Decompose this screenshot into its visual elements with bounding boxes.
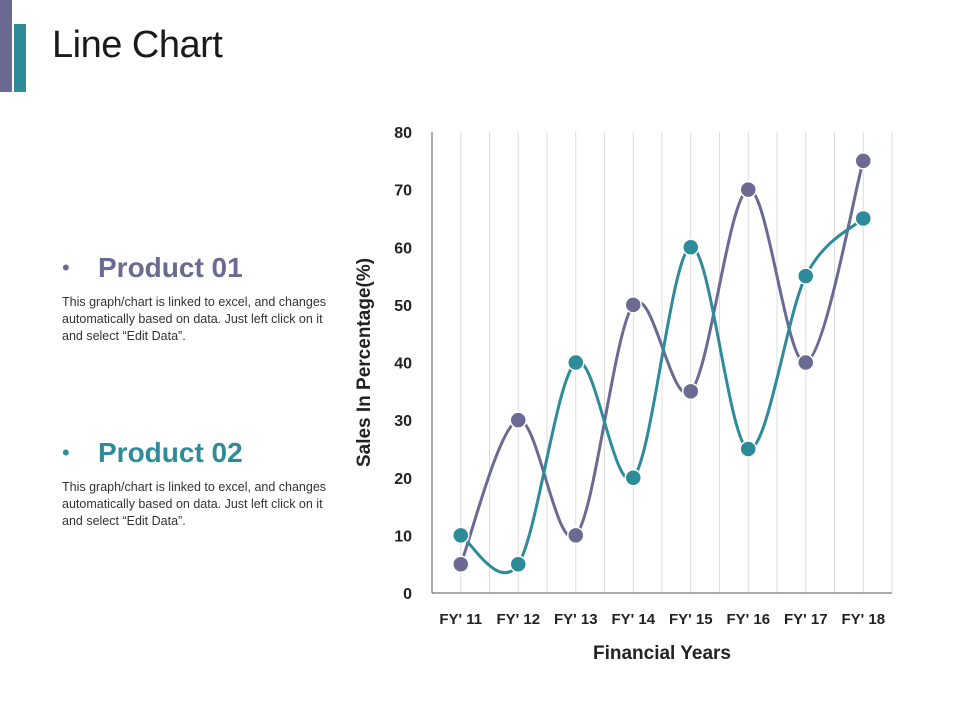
product-01-block: • Product 01 This graph/chart is linked …	[62, 252, 342, 345]
series-line-product-02	[459, 217, 865, 575]
x-tick-label: FY' 16	[726, 611, 770, 628]
y-tick-label: 70	[394, 183, 412, 200]
data-point-product-02	[854, 209, 872, 228]
data-point-product-02	[567, 353, 585, 372]
x-tick-label: FY' 12	[496, 611, 540, 628]
product-01-description: This graph/chart is linked to excel, and…	[62, 295, 327, 343]
chart-grid	[460, 132, 893, 593]
chart-labels: 0 10 20 30 40 50 60 70 80 FY' 11 FY' 12 FY' 13 FY' 1…	[354, 125, 885, 664]
y-tick-label: 40	[394, 356, 412, 373]
x-tick-label: FY' 17	[784, 611, 828, 628]
y-tick-label: 0	[403, 586, 412, 603]
data-point-product-01	[854, 152, 872, 170]
data-point-product-01	[452, 555, 470, 573]
data-point-product-01	[797, 353, 815, 372]
chart-axes	[431, 132, 892, 594]
product-01-bullet-icon: •	[62, 255, 70, 280]
x-tick-label: FY' 14	[611, 611, 655, 628]
data-point-product-02	[739, 440, 757, 458]
x-axis-title: Financial Years	[593, 643, 731, 664]
x-tick-label: FY' 18	[841, 611, 885, 628]
y-tick-label: 30	[394, 413, 412, 430]
y-tick-label: 10	[394, 528, 412, 545]
y-tick-label: 50	[394, 298, 412, 315]
product-02-bullet-icon: •	[62, 440, 70, 465]
y-tick-label: 20	[394, 471, 412, 488]
page-title: Line Chart	[52, 24, 223, 66]
x-tick-label: FY' 11	[439, 611, 482, 628]
product-01-title: Product 01	[98, 252, 243, 283]
line-chart: 0 10 20 30 40 50 60 70 80 FY' 11 FY' 12 FY' 13 FY' 1…	[354, 125, 893, 664]
data-point-product-01	[509, 411, 527, 429]
data-point-product-01	[682, 382, 700, 401]
product-02-block: • Product 02 This graph/chart is linked …	[62, 437, 342, 530]
data-point-product-01	[567, 526, 585, 545]
chart-series	[452, 152, 872, 575]
x-tick-label: FY' 13	[554, 611, 598, 628]
title-accent-bar-purple	[0, 0, 12, 92]
y-axis-title: Sales In Percentage(%)	[354, 258, 375, 467]
x-tick-label: FY' 15	[669, 611, 713, 628]
product-02-title: Product 02	[98, 437, 243, 468]
data-point-product-02	[624, 469, 642, 487]
data-point-product-01	[624, 296, 642, 314]
data-point-product-02	[509, 555, 527, 573]
product-02-description: This graph/chart is linked to excel, and…	[62, 480, 327, 528]
data-point-product-02	[452, 526, 470, 545]
y-tick-label: 80	[394, 125, 412, 142]
title-accent-bar-teal	[14, 24, 26, 92]
data-point-product-02	[682, 238, 700, 256]
y-tick-label: 60	[394, 240, 412, 257]
data-point-product-01	[739, 180, 757, 199]
data-point-product-02	[797, 267, 815, 285]
